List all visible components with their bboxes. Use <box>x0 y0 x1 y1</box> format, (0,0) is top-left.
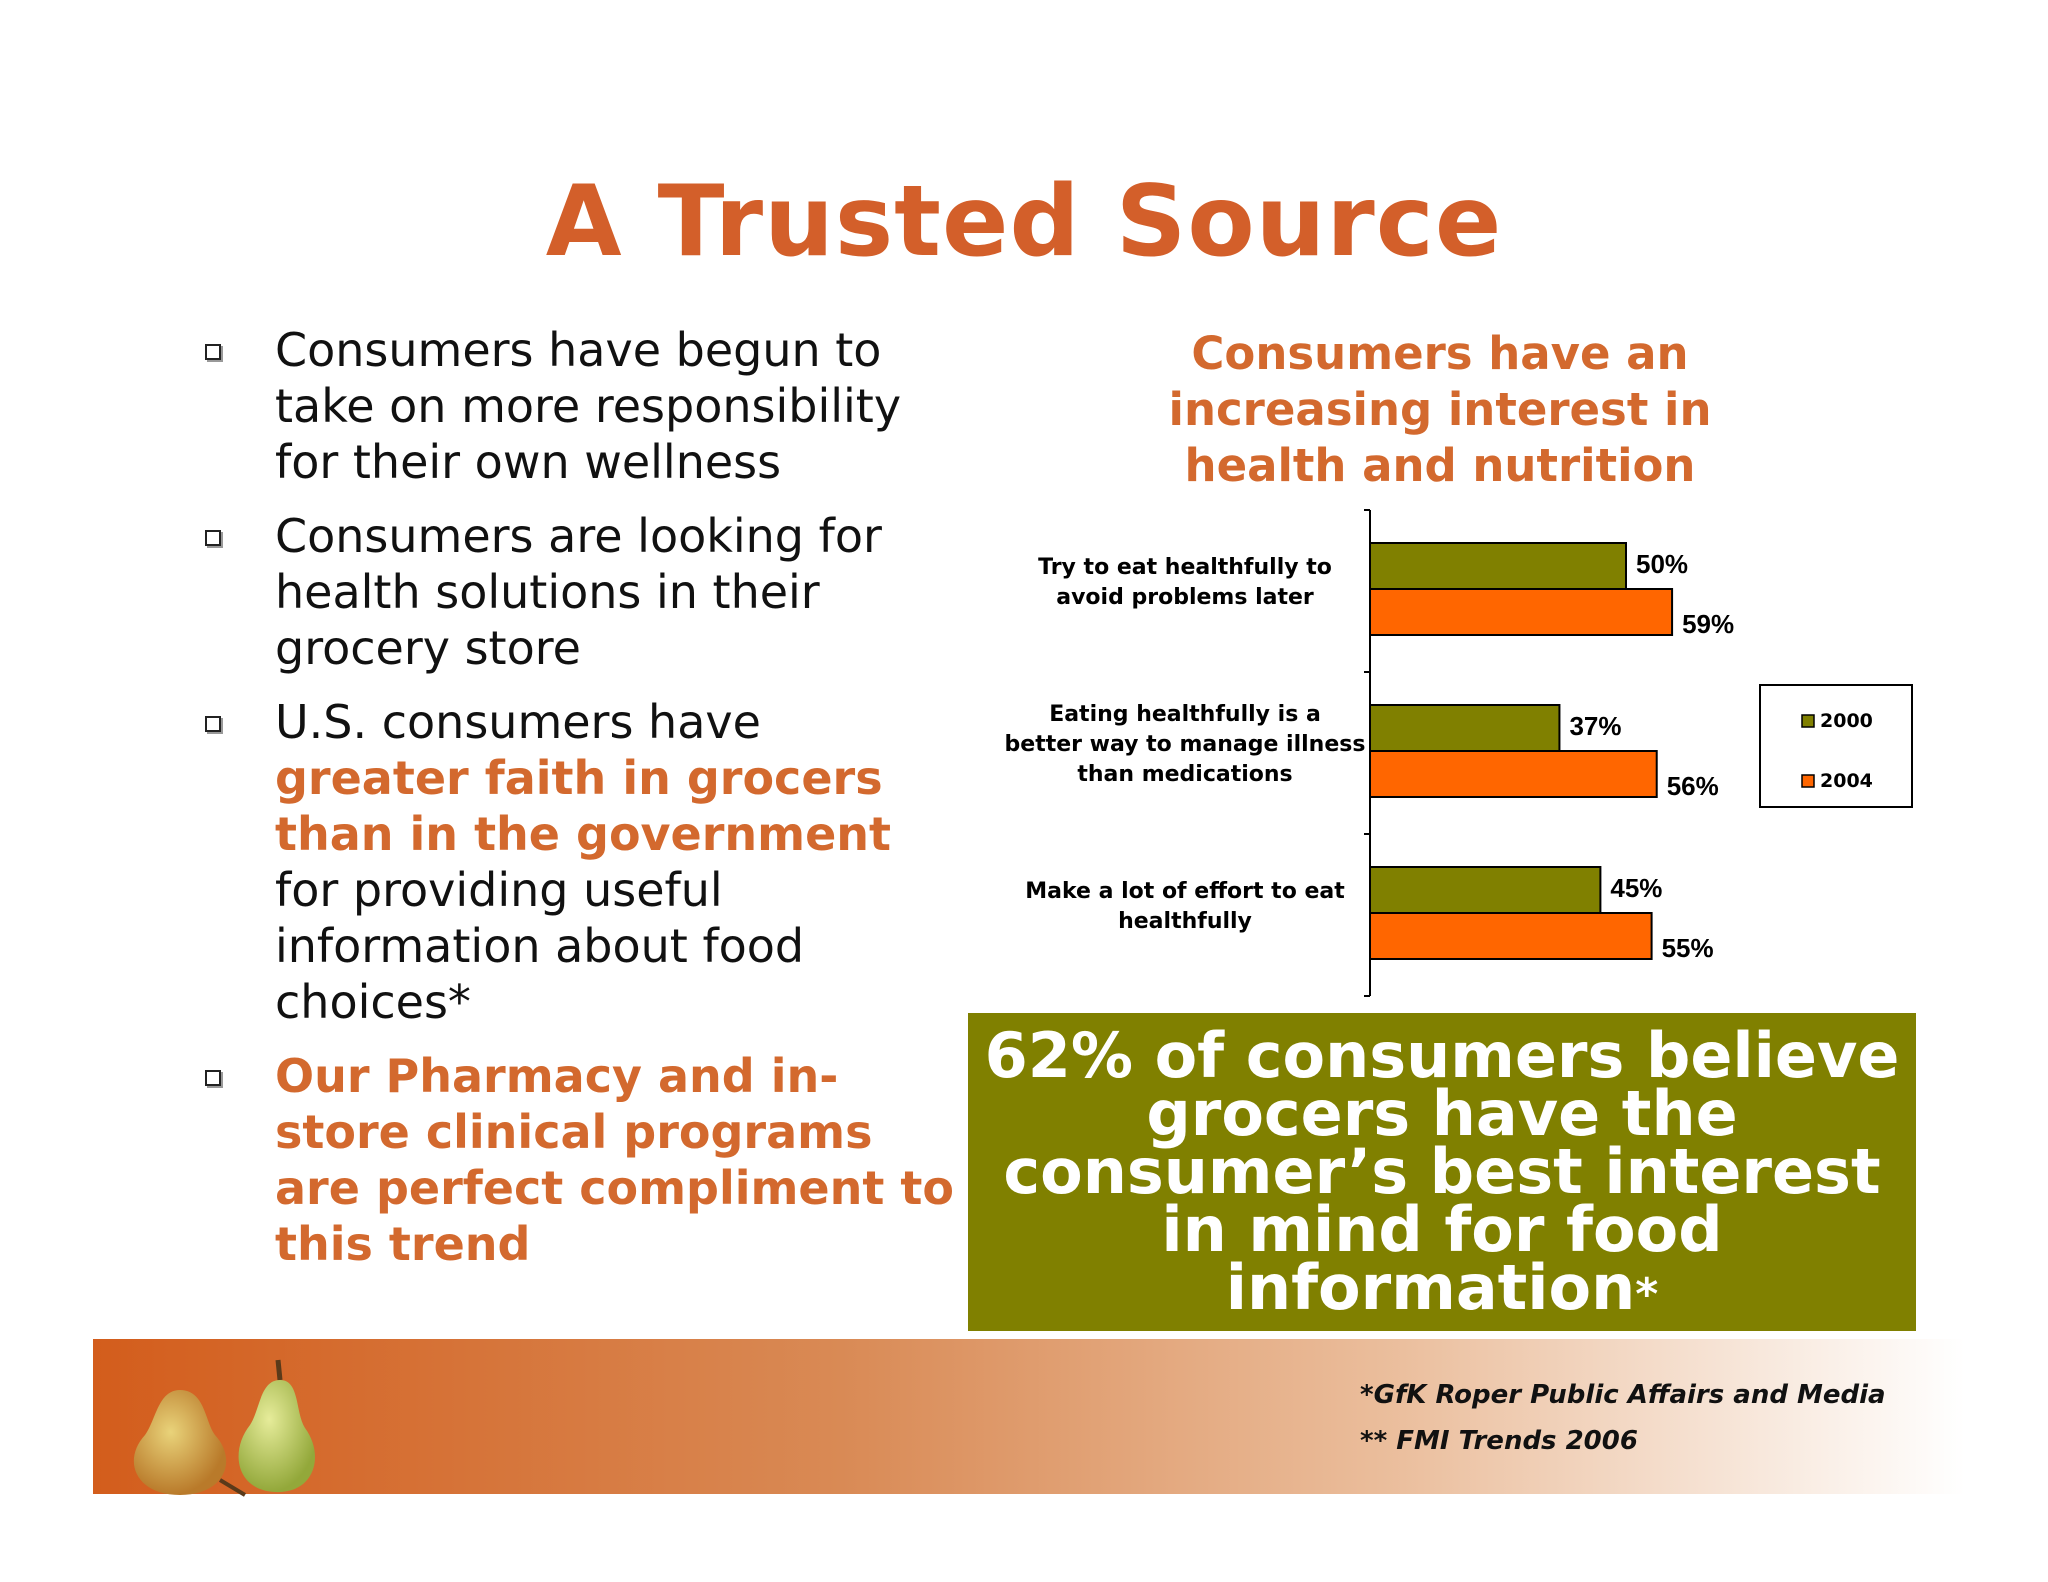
category-label: Make a lot of effort to eat <box>1025 879 1345 904</box>
bullet-highlight-text: greater faith in grocers than in the gov… <box>275 751 892 861</box>
legend-label: 2004 <box>1820 770 1873 792</box>
category-label: Try to eat healthfully to <box>1038 555 1332 580</box>
data-label: 55% <box>1662 933 1714 963</box>
data-label: 56% <box>1667 771 1719 801</box>
checkbox-bullet-icon <box>205 1070 221 1086</box>
bar-2004 <box>1369 750 1658 798</box>
data-label: 59% <box>1682 609 1734 639</box>
footer-band <box>93 1339 1965 1494</box>
checkbox-bullet-icon <box>205 344 221 360</box>
data-label: 45% <box>1610 873 1662 903</box>
data-label: 50% <box>1636 549 1688 579</box>
bar-2000 <box>1369 704 1561 752</box>
data-label: 37% <box>1569 711 1621 741</box>
callout-asterisk: * <box>1635 1269 1659 1320</box>
category-label: than medications <box>1077 762 1292 787</box>
source-note: *GfK Roper Public Affairs and Media <box>1360 1380 1886 1410</box>
legend-label: 2000 <box>1820 710 1873 732</box>
category-label: Eating healthfully is a <box>1049 702 1321 727</box>
bullet-item: Consumers have begun to take on more res… <box>205 322 965 490</box>
bullet-highlight-text: Our Pharmacy and in-store clinical progr… <box>275 1049 954 1271</box>
bar-2000 <box>1369 542 1627 590</box>
bar-chart: Try to eat healthfully to avoid problems … <box>1005 509 1913 997</box>
checkbox-bullet-icon <box>205 716 221 732</box>
bar-2000 <box>1369 866 1602 914</box>
checkbox-bullet-icon <box>205 530 221 546</box>
bullet-text: U.S. consumers have <box>275 695 761 749</box>
bullet-text: for providing useful information about f… <box>275 863 805 1029</box>
callout-text: 62% of consumers believe grocers have th… <box>984 1019 1900 1324</box>
slide-title: A Trusted Source <box>545 165 1503 279</box>
bullet-text: Consumers have begun to take on more res… <box>275 323 902 489</box>
legend-swatch <box>1801 774 1815 788</box>
callout-box: 62% of consumers believe grocers have th… <box>968 1013 1916 1331</box>
legend-box <box>1759 684 1913 808</box>
bar-2004 <box>1369 588 1674 636</box>
bullet-item: Our Pharmacy and in-store clinical progr… <box>205 1048 965 1272</box>
bullet-item: U.S. consumers have greater faith in gro… <box>205 694 965 1030</box>
pears-icon <box>133 1359 315 1497</box>
category-label: better way to manage illness <box>1005 732 1366 757</box>
source-note: ** FMI Trends 2006 <box>1360 1426 1638 1456</box>
legend-swatch <box>1801 714 1815 728</box>
chart-title: Consumers have an increasing interest in… <box>1168 327 1712 492</box>
bar-2004 <box>1369 912 1653 960</box>
bullet-item: Consumers are looking for health solutio… <box>205 508 965 676</box>
bullet-text: Consumers are looking for health solutio… <box>275 509 882 675</box>
category-label: avoid problems later <box>1056 585 1314 610</box>
bullet-list: Consumers have begun to take on more res… <box>205 322 965 1290</box>
category-label: healthfully <box>1118 909 1252 934</box>
